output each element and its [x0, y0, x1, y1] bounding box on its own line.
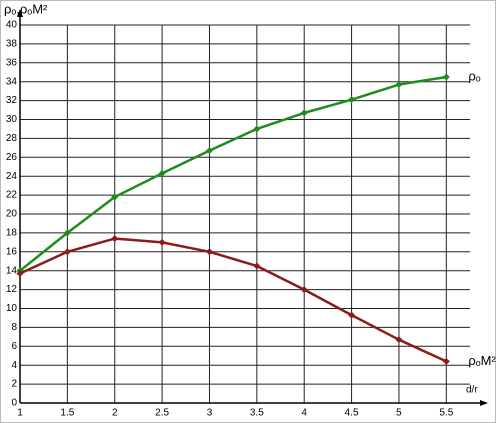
data-point [63, 248, 71, 256]
y-tick-label: 14 [6, 265, 18, 276]
data-point [205, 147, 213, 155]
y-tick-label: 0 [11, 398, 17, 409]
data-point [395, 336, 403, 344]
data-point [253, 262, 261, 270]
x-tick-label: 3.5 [250, 408, 264, 419]
y-tick-label: 10 [6, 303, 18, 314]
data-point [348, 311, 356, 319]
x-tick-label: 1.5 [60, 408, 74, 419]
y-axis-title: ρₒ,ρₒM² [4, 1, 48, 16]
x-tick-label: 4.5 [345, 408, 359, 419]
legend-label: ρₒM² [468, 353, 496, 368]
data-line [19, 75, 447, 272]
y-tick-label: 28 [6, 133, 18, 144]
x-tick-label: 4 [301, 408, 307, 419]
data-line [19, 237, 447, 363]
y-tick-label: 8 [11, 322, 17, 333]
x-tick-label: 2.5 [155, 408, 169, 419]
data-point [205, 248, 213, 256]
y-tick-label: 12 [6, 284, 18, 295]
data-point [253, 125, 261, 133]
y-tick-label: 26 [6, 152, 18, 163]
data-point [158, 169, 166, 177]
y-tick-label: 38 [6, 39, 18, 50]
y-tick-label: 20 [6, 209, 18, 220]
x-tick-label: 1 [17, 408, 23, 419]
data-point [158, 238, 166, 246]
data-point [300, 109, 308, 117]
data-point [442, 73, 450, 81]
y-tick-label: 22 [6, 190, 18, 201]
y-tick-label: 24 [6, 171, 18, 182]
data-point [395, 81, 403, 89]
data-point [16, 270, 24, 278]
y-tick-label: 4 [11, 360, 17, 371]
y-tick-label: 34 [6, 76, 18, 87]
y-tick-label: 32 [6, 95, 18, 106]
y-tick-label: 18 [6, 228, 18, 239]
y-tick-label: 6 [11, 341, 17, 352]
data-point [300, 286, 308, 294]
y-tick-label: 30 [6, 114, 18, 125]
data-point [111, 235, 119, 243]
y-axis-arrow [17, 9, 23, 17]
y-tick-label: 36 [6, 57, 18, 68]
x-tick-label: 5.5 [439, 408, 453, 419]
data-point [63, 229, 71, 237]
data-point [348, 96, 356, 104]
x-tick-label: 5 [396, 408, 402, 419]
x-axis-title: d/r [466, 385, 478, 396]
x-tick-label: 2 [112, 408, 118, 419]
data-point [111, 193, 119, 201]
legend-label: ρₒ [468, 68, 480, 83]
y-tick-label: 2 [11, 379, 17, 390]
x-tick-label: 3 [207, 408, 213, 419]
y-tick-label: 40 [6, 20, 18, 31]
x-axis-arrow [480, 400, 488, 406]
y-tick-label: 16 [6, 246, 18, 257]
data-point [442, 357, 450, 365]
